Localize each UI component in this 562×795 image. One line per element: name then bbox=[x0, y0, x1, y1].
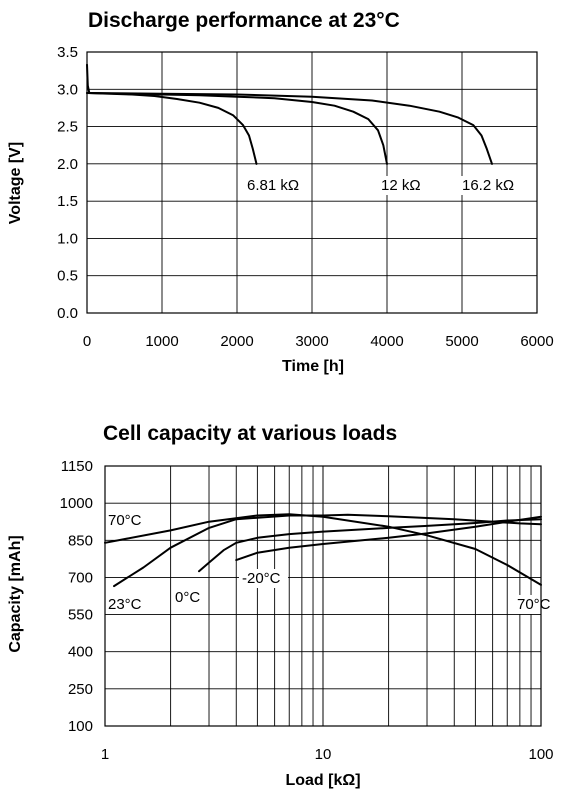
chart1-annotation-label: 12 kΩ bbox=[381, 177, 421, 194]
chart1-y-tick-label: 0.5 bbox=[57, 268, 78, 285]
chart2-annotations: 70°C 23°C 0°C -20°C 70°C bbox=[105, 511, 555, 614]
chart1-y-tick-label: 2.0 bbox=[57, 156, 78, 173]
chart2-annotation-bg bbox=[105, 511, 146, 530]
chart2-x-tick-label: 10 bbox=[315, 746, 332, 763]
chart1-annotation-label: 16.2 kΩ bbox=[462, 177, 514, 194]
chart2-annotation-bg bbox=[239, 569, 288, 588]
chart1-x-axis-label: Time [h] bbox=[282, 358, 344, 375]
chart2-annotation-label: -20°C bbox=[242, 570, 281, 587]
capacity-curve-70-c bbox=[104, 513, 542, 586]
discharge-chart: Discharge performance at 23°C 6.81 kΩ 12 … bbox=[7, 9, 554, 375]
chart2-y-tick-label: 400 bbox=[68, 644, 93, 661]
chart1-y-tick-label: 1.5 bbox=[57, 193, 78, 210]
chart2-title: Cell capacity at various loads bbox=[103, 422, 397, 445]
chart1-y-tick-label: 2.5 bbox=[57, 119, 78, 136]
capacity-curve-20-c bbox=[235, 515, 542, 562]
chart2-y-tick-label: 1150 bbox=[61, 458, 93, 475]
chart2-y-axis-label: Capacity [mAh] bbox=[7, 535, 24, 652]
chart1-x-tick-label: 4000 bbox=[370, 333, 403, 350]
discharge-curve-16-2-k bbox=[86, 92, 493, 165]
chart2-x-tick-label: 1 bbox=[101, 746, 109, 763]
chart1-annotation-bg bbox=[378, 176, 426, 195]
chart2-annotation-bg bbox=[514, 595, 555, 614]
chart1-curves bbox=[86, 63, 493, 165]
chart1-title: Discharge performance at 23°C bbox=[88, 9, 400, 32]
chart2-y-tick-label: 100 bbox=[68, 718, 93, 735]
capacity-chart: Cell capacity at various loads 70°C 23°C 0… bbox=[7, 422, 555, 789]
chart1-x-tick-label: 6000 bbox=[520, 333, 553, 350]
chart2-annotation-bg bbox=[172, 588, 204, 607]
chart1-annotations: 6.81 kΩ 12 kΩ 16.2 kΩ bbox=[244, 176, 524, 195]
discharge-curve-6-81-k bbox=[86, 63, 258, 165]
chart1-x-tick-label: 3000 bbox=[295, 333, 328, 350]
chart2-annotation-label: 0°C bbox=[175, 589, 200, 606]
chart1-y-tick-labels: 0.0 0.5 1.0 1.5 2.0 2.5 3.0 3.5 bbox=[57, 44, 78, 322]
chart1-x-tick-label: 1000 bbox=[145, 333, 178, 350]
chart2-annotation-label: 70°C bbox=[517, 596, 551, 613]
chart1-y-tick-label: 1.0 bbox=[57, 230, 78, 247]
chart1-y-tick-label: 3.0 bbox=[57, 81, 78, 98]
chart2-annotation-bg bbox=[105, 595, 146, 614]
chart2-x-tick-label: 100 bbox=[528, 746, 553, 763]
chart2-annotation-label: 70°C bbox=[108, 512, 142, 529]
chart1-annotation-bg bbox=[459, 176, 524, 195]
chart1-x-tick-label: 0 bbox=[83, 333, 91, 350]
capacity-curve-0-c bbox=[198, 518, 542, 573]
chart1-plot-frame bbox=[86, 51, 538, 314]
chart2-y-tick-label: 1000 bbox=[60, 495, 93, 512]
chart2-x-tick-labels: 1 10 100 bbox=[101, 746, 554, 763]
chart2-annotation-label: 23°C bbox=[108, 596, 142, 613]
chart2-y-tick-label: 250 bbox=[68, 681, 93, 698]
chart2-y-tick-labels: 100 250 400 550 700 850 1000 1150 bbox=[60, 458, 93, 735]
chart2-x-axis-label: Load [kΩ] bbox=[285, 772, 360, 789]
chart1-y-tick-label: 0.0 bbox=[57, 305, 78, 322]
chart2-y-tick-label: 850 bbox=[68, 532, 93, 549]
chart1-annotation-label: 6.81 kΩ bbox=[247, 177, 299, 194]
chart2-plot-frame bbox=[104, 465, 542, 727]
chart1-y-axis-label: Voltage [V] bbox=[7, 142, 24, 224]
chart2-y-tick-label: 700 bbox=[68, 569, 93, 586]
chart1-x-tick-label: 2000 bbox=[220, 333, 253, 350]
chart2-y-tick-label: 550 bbox=[68, 607, 93, 624]
chart2-grid bbox=[104, 465, 542, 727]
chart1-x-tick-label: 5000 bbox=[445, 333, 478, 350]
chart2-curves bbox=[104, 513, 542, 588]
chart1-annotation-bg bbox=[244, 176, 309, 195]
chart1-y-tick-label: 3.5 bbox=[57, 44, 78, 61]
chart1-x-tick-labels: 0 1000 2000 3000 4000 5000 6000 bbox=[83, 333, 554, 350]
